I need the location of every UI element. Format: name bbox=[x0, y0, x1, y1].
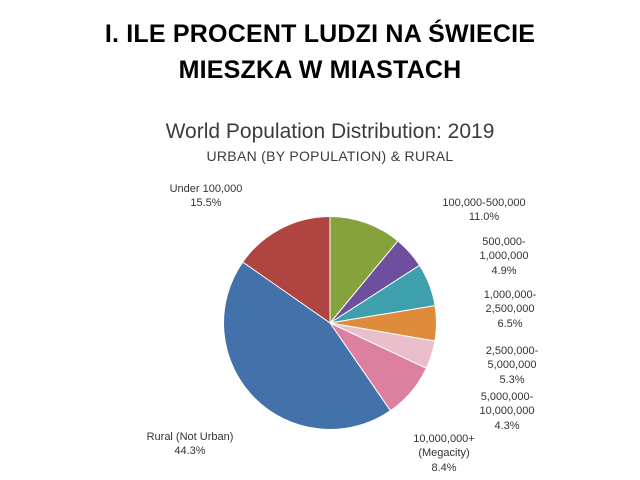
slide-heading-line2: MIESZKA W MIASTACH bbox=[178, 56, 462, 85]
pie-slice-7 bbox=[223, 261, 392, 430]
chart-title: World Population Distribution: 2019 bbox=[165, 120, 495, 143]
slide-heading: I. ILE PROCENT LUDZI NA ŚWIECIE MIESZKA … bbox=[0, 16, 640, 89]
pie-chart-svg bbox=[223, 215, 437, 430]
chart-subtitle: URBAN (BY POPULATION) & RURAL bbox=[206, 148, 454, 164]
pie-chart bbox=[222, 215, 438, 431]
pie-label-10000000-megacity: 10,000,000+ (Megacity) 8.4% bbox=[413, 433, 475, 474]
pie-label-rural-not-urban: Rural (Not Urban) 44.3% bbox=[146, 431, 234, 458]
pie-slice-0 bbox=[241, 215, 331, 324]
slide-heading-line1: I. ILE PROCENT LUDZI NA ŚWIECIE bbox=[104, 20, 536, 48]
pie-slice-1 bbox=[329, 215, 399, 325]
pie-label-5000000-10000000: 5,000,000- 10,000,000 4.3% bbox=[479, 391, 535, 432]
pie-label-under-100000: Under 100,000 15.5% bbox=[169, 183, 243, 210]
pie-label-1000000-2500000: 1,000,000- 2,500,000 6.5% bbox=[483, 289, 537, 330]
pie-label-100000-500000: 100,000-500,000 11.0% bbox=[442, 197, 526, 224]
pie-label-500000-1000000: 500,000- 1,000,000 4.9% bbox=[479, 236, 529, 277]
pie-label-2500000-5000000: 2,500,000- 5,000,000 5.3% bbox=[485, 345, 539, 386]
